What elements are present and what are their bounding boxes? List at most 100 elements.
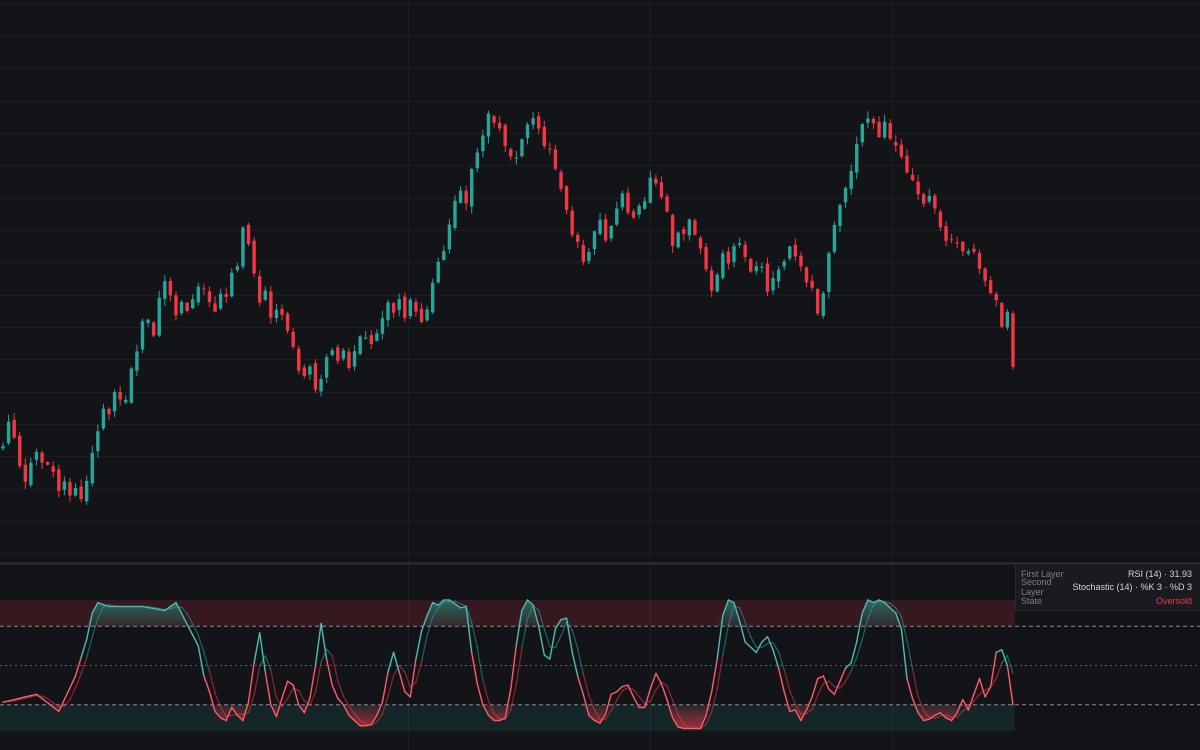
legend-value: RSI (14) · 31.93 xyxy=(1127,568,1192,579)
candle xyxy=(129,366,134,404)
candle xyxy=(715,272,719,293)
candle xyxy=(972,243,976,255)
legend-label: Second Layer xyxy=(1021,577,1052,598)
candle xyxy=(213,296,217,313)
candle xyxy=(721,250,725,280)
legend-label: First Layer xyxy=(1021,568,1064,579)
candle xyxy=(224,287,228,304)
candle xyxy=(598,213,602,236)
candle xyxy=(425,305,429,322)
candle xyxy=(140,318,145,354)
candle xyxy=(308,364,312,380)
candle xyxy=(603,213,608,243)
candle xyxy=(174,291,178,321)
candle xyxy=(51,461,55,478)
candle xyxy=(866,111,870,128)
candle xyxy=(704,243,708,273)
candle xyxy=(96,424,100,458)
candle xyxy=(933,193,937,214)
candle xyxy=(782,258,786,271)
candle xyxy=(68,478,72,502)
candle xyxy=(587,248,591,265)
candle xyxy=(375,329,379,342)
candle xyxy=(776,266,781,289)
candle xyxy=(576,232,580,249)
candle xyxy=(269,285,273,324)
candle xyxy=(57,464,61,498)
candle xyxy=(927,188,931,204)
candle xyxy=(659,176,664,200)
candle xyxy=(369,329,373,350)
candle xyxy=(492,114,496,128)
candle xyxy=(949,233,954,244)
candle xyxy=(475,147,479,173)
overbought-fill xyxy=(3,600,1013,627)
candle xyxy=(34,448,39,466)
candle xyxy=(397,293,401,317)
candle xyxy=(179,300,184,316)
candle xyxy=(944,220,948,247)
candle xyxy=(592,230,597,256)
candle xyxy=(1011,310,1015,370)
candle xyxy=(470,167,474,214)
candle xyxy=(843,186,848,208)
candle xyxy=(905,149,909,174)
candle xyxy=(12,412,16,440)
candle xyxy=(196,282,200,306)
legend-label: State xyxy=(1021,595,1043,606)
candle xyxy=(352,345,357,371)
candle xyxy=(29,457,33,488)
candle xyxy=(319,375,323,397)
candle xyxy=(202,283,206,296)
candle xyxy=(330,347,334,357)
candle xyxy=(442,245,446,261)
candle xyxy=(977,249,982,274)
candle xyxy=(302,364,307,379)
candle xyxy=(643,196,647,210)
candle xyxy=(916,174,920,200)
candle xyxy=(146,318,150,327)
candle xyxy=(436,257,440,284)
candle xyxy=(168,277,173,302)
candle xyxy=(1,442,5,451)
candle xyxy=(497,116,502,132)
candle xyxy=(615,201,619,227)
candle xyxy=(849,164,853,195)
candle xyxy=(403,292,407,323)
candle xyxy=(670,213,675,254)
candle xyxy=(347,347,351,371)
candle xyxy=(922,192,926,208)
candle xyxy=(838,203,842,233)
candle xyxy=(743,240,747,262)
candle xyxy=(458,186,463,204)
candle xyxy=(18,432,22,469)
candle xyxy=(559,169,563,192)
candle xyxy=(297,345,301,375)
candle xyxy=(648,170,652,204)
candle xyxy=(380,310,385,340)
legend-row-first-layer: First Layer RSI (14) · 31.93 xyxy=(1016,567,1200,581)
candle xyxy=(983,266,987,287)
candle xyxy=(682,226,686,241)
candle xyxy=(894,134,898,153)
candle xyxy=(414,298,418,317)
candle xyxy=(877,116,881,138)
candle xyxy=(73,483,78,497)
stochastic-k-highlight xyxy=(2,599,1014,729)
candle xyxy=(988,276,993,295)
price-candles xyxy=(1,110,1015,505)
candle xyxy=(626,187,630,216)
candle xyxy=(40,450,44,470)
candle xyxy=(542,120,546,149)
candle xyxy=(185,301,189,313)
candle xyxy=(336,344,340,364)
candle xyxy=(151,321,156,338)
candle xyxy=(888,119,892,141)
candle xyxy=(788,245,792,261)
candle xyxy=(553,144,558,171)
candle xyxy=(860,122,865,147)
legend-value: Stochastic (14) · %K 3 · %D 3 xyxy=(1072,582,1192,593)
legend-row-state: State Oversold xyxy=(1016,594,1200,608)
candle xyxy=(447,219,452,254)
